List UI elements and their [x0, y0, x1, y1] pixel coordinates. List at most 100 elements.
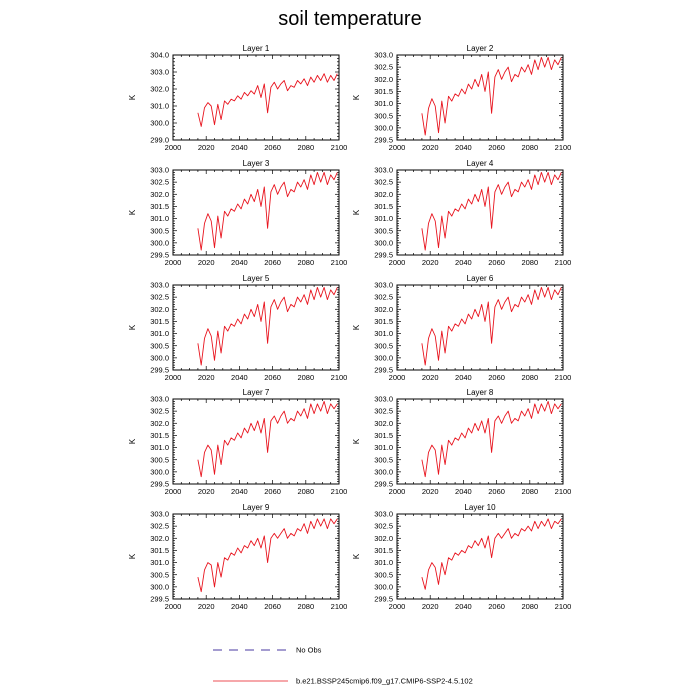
x-tick-label: 2060 — [264, 143, 281, 152]
panel-2: Layer 2 K 2000 2020 2040 2060 2080 2100 299.5 300… — [352, 44, 571, 152]
y-tick-label: 301.0 — [374, 214, 393, 223]
x-tick-label: 2080 — [297, 258, 314, 267]
x-tick-label: 2060 — [488, 487, 505, 496]
plot-frame — [396, 398, 564, 485]
x-tick-label: 2000 — [165, 602, 182, 611]
x-tick-label: 2000 — [389, 258, 406, 267]
panel-title: Layer 6 — [467, 274, 494, 283]
y-tick-label: 302.5 — [150, 178, 169, 187]
y-tick-label: 303.0 — [374, 510, 393, 519]
y-tick-label: 301.0 — [150, 558, 169, 567]
plot-frame — [172, 284, 340, 371]
y-axis-label: K — [128, 324, 137, 330]
x-tick-label: 2000 — [389, 373, 406, 382]
x-tick-label: 2020 — [422, 373, 439, 382]
y-tick-label: 301.0 — [150, 102, 169, 111]
y-tick-label: 302.5 — [374, 63, 393, 72]
panel-9: Layer 9 K 2000 2020 2040 2060 2080 2100 299.5 300… — [128, 503, 347, 611]
y-tick-label: 301.5 — [374, 431, 393, 440]
y-tick-label: 300.0 — [150, 467, 169, 476]
series-line — [421, 518, 562, 590]
y-tick-label: 302.0 — [150, 305, 169, 314]
y-tick-label: 300.0 — [150, 238, 169, 247]
panel-4: Layer 4 K 2000 2020 2040 2060 2080 2100 299.5 300… — [352, 159, 571, 267]
x-tick-label: 2080 — [521, 602, 538, 611]
y-tick-label: 300.5 — [374, 226, 393, 235]
y-axis-label: K — [128, 553, 137, 559]
y-axis-label: K — [352, 94, 361, 100]
x-tick-label: 2000 — [165, 373, 182, 382]
x-tick-label: 2100 — [331, 258, 348, 267]
x-tick-label: 2040 — [455, 143, 472, 152]
y-tick-label: 300.5 — [374, 570, 393, 579]
y-tick-label: 301.5 — [374, 202, 393, 211]
y-tick-label: 299.5 — [374, 595, 393, 604]
x-tick-label: 2020 — [198, 602, 215, 611]
x-tick-label: 2040 — [231, 373, 248, 382]
x-tick-label: 2080 — [297, 373, 314, 382]
y-tick-label: 302.5 — [150, 407, 169, 416]
y-tick-label: 302.5 — [374, 178, 393, 187]
plot-frame — [172, 513, 340, 600]
x-tick-label: 2060 — [488, 258, 505, 267]
x-tick-label: 2100 — [555, 373, 572, 382]
y-tick-label: 299.5 — [374, 480, 393, 489]
series-line — [197, 518, 338, 593]
series-line — [421, 56, 562, 136]
x-tick-label: 2100 — [331, 602, 348, 611]
y-tick-label: 302.5 — [374, 407, 393, 416]
y-tick-label: 299.5 — [374, 136, 393, 145]
y-tick-label: 301.0 — [150, 443, 169, 452]
legend-obs-label: No Obs — [296, 646, 322, 655]
plot-frame — [172, 398, 340, 485]
panel-title: Layer 10 — [464, 503, 496, 512]
x-tick-label: 2100 — [555, 602, 572, 611]
panel-5: Layer 5 K 2000 2020 2040 2060 2080 2100 299.5 300… — [128, 274, 347, 382]
x-tick-label: 2060 — [264, 373, 281, 382]
x-tick-label: 2020 — [422, 258, 439, 267]
y-axis-label: K — [352, 324, 361, 330]
x-tick-label: 2020 — [198, 373, 215, 382]
panel-title: Layer 2 — [467, 44, 494, 53]
x-tick-label: 2060 — [488, 373, 505, 382]
y-tick-label: 302.5 — [374, 293, 393, 302]
x-tick-label: 2100 — [331, 487, 348, 496]
y-tick-label: 302.5 — [150, 293, 169, 302]
plot-frame — [396, 513, 564, 600]
y-tick-label: 300.5 — [150, 341, 169, 350]
y-axis-label: K — [352, 438, 361, 444]
y-axis-label: K — [352, 553, 361, 559]
plot-frame — [172, 169, 340, 256]
y-tick-label: 302.0 — [374, 534, 393, 543]
y-tick-label: 300.0 — [374, 353, 393, 362]
series-line — [197, 171, 338, 251]
x-tick-label: 2000 — [389, 143, 406, 152]
y-tick-label: 302.0 — [150, 419, 169, 428]
panel-3: Layer 3 K 2000 2020 2040 2060 2080 2100 299.5 300… — [128, 159, 347, 267]
series-line — [421, 286, 562, 366]
y-tick-label: 302.0 — [150, 190, 169, 199]
x-tick-label: 2060 — [264, 602, 281, 611]
panels-group: Layer 1 K 2000 2020 2040 2060 2080 2100 299.0 300… — [128, 44, 571, 611]
x-tick-label: 2000 — [165, 487, 182, 496]
y-tick-label: 300.5 — [374, 341, 393, 350]
x-tick-label: 2080 — [297, 487, 314, 496]
y-tick-label: 301.0 — [374, 443, 393, 452]
y-tick-label: 300.0 — [150, 582, 169, 591]
y-tick-label: 299.5 — [374, 366, 393, 375]
x-tick-label: 2100 — [555, 143, 572, 152]
series-line — [197, 73, 338, 127]
panel-6: Layer 6 K 2000 2020 2040 2060 2080 2100 299.5 300… — [352, 274, 571, 382]
legend: No Obs b.e21.BSSP245cmip6.f09_g17.CMIP6-… — [213, 646, 473, 686]
y-tick-label: 300.5 — [150, 570, 169, 579]
y-tick-label: 301.0 — [150, 214, 169, 223]
y-tick-label: 303.0 — [150, 166, 169, 175]
y-tick-label: 300.5 — [374, 111, 393, 120]
y-tick-label: 299.0 — [150, 136, 169, 145]
y-tick-label: 304.0 — [150, 51, 169, 60]
panel-title: Layer 8 — [467, 388, 494, 397]
y-tick-label: 299.5 — [374, 251, 393, 260]
x-tick-label: 2040 — [455, 602, 472, 611]
y-tick-label: 302.0 — [374, 75, 393, 84]
series-line — [197, 286, 338, 366]
